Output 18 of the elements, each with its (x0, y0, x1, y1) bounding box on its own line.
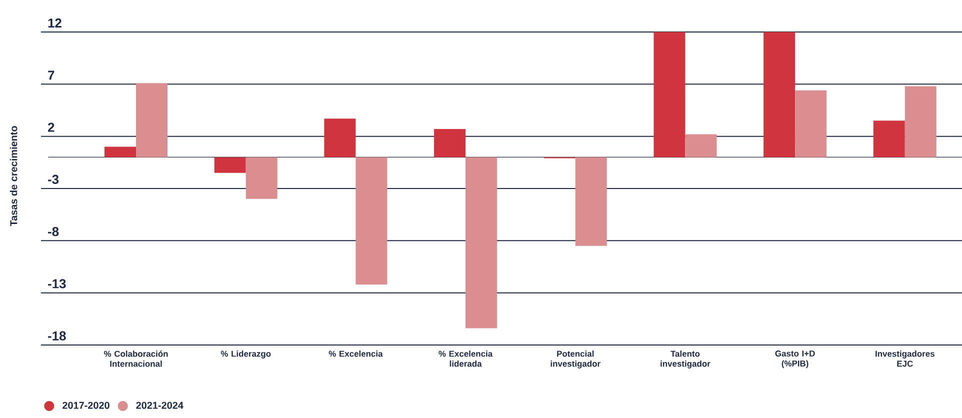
y-tick-label: -13 (48, 279, 66, 288)
legend-label: 2017-2020 (62, 402, 110, 409)
x-tick-label: Talento investigador (660, 350, 710, 368)
y-tick-label: 12 (48, 18, 62, 28)
y-tick-label: -3 (48, 174, 59, 184)
y-tick-label: 7 (48, 70, 54, 80)
y-axis-title: Tasas de crecimiento (10, 126, 18, 226)
x-tick-label: % Excelencia (328, 350, 383, 357)
legend-label: 2021-2024 (136, 402, 184, 409)
y-tick-label: -18 (48, 331, 66, 340)
x-tick-label: Investigadores EJC (876, 350, 934, 367)
x-tick-label: % Colaboración Internacional (104, 350, 168, 367)
x-tick-label: % Liderazgo (220, 350, 271, 358)
y-tick-label: -8 (48, 226, 59, 236)
x-tick-label: Potencial investigador (550, 350, 600, 368)
y-tick-label: 2 (48, 122, 54, 132)
x-tick-label: % Excelencia liderada (438, 350, 493, 367)
x-tick-label: Gasto I+D (%PIB) (775, 350, 815, 368)
